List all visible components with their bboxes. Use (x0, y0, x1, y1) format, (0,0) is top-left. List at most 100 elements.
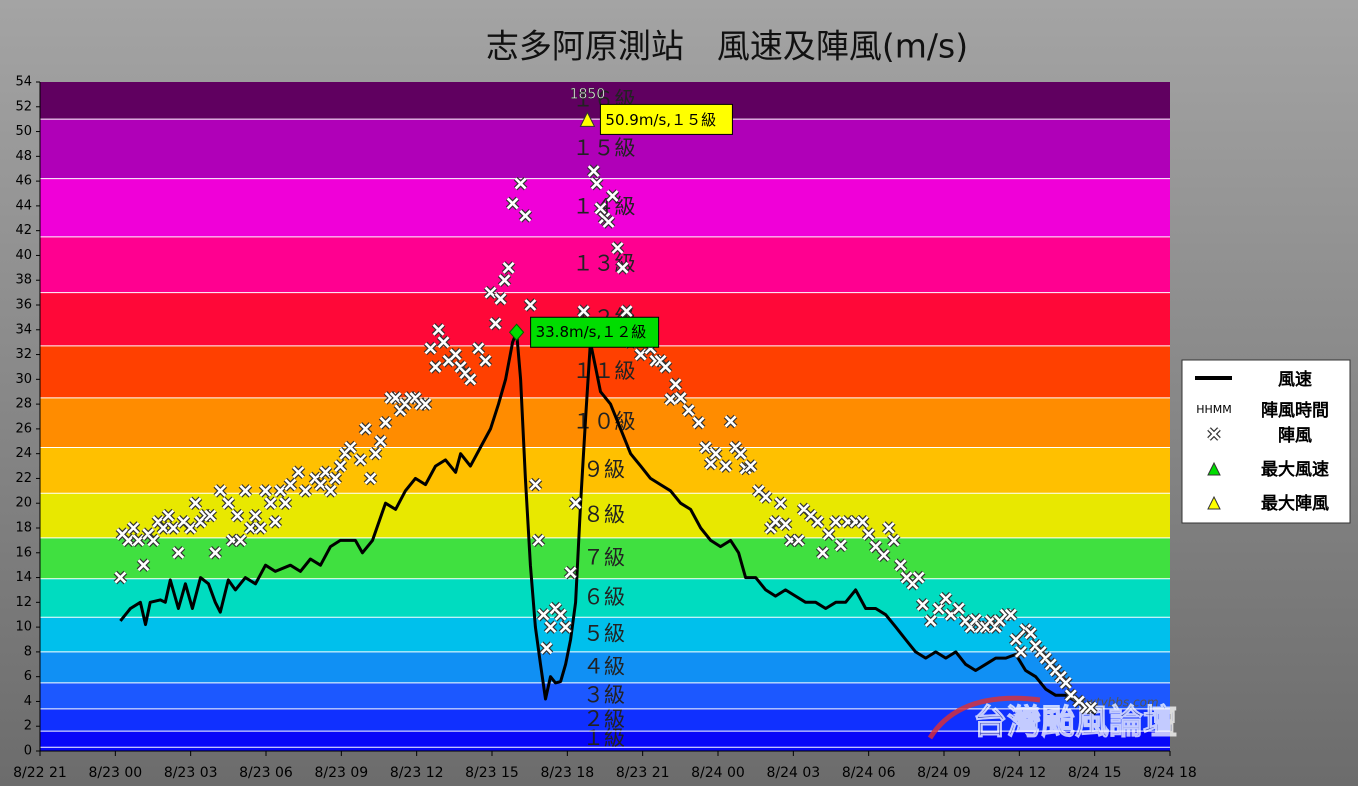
gust-marker (523, 298, 538, 312)
gust-cross (779, 518, 792, 531)
gust-cross (862, 528, 875, 541)
gust-cross (189, 497, 202, 510)
y-tick-label: 16 (15, 545, 32, 560)
gust-marker (589, 176, 604, 191)
gust-marker (478, 353, 493, 368)
gust-cross (494, 292, 507, 305)
y-tick-label: 4 (24, 694, 32, 709)
gust-cross (364, 472, 377, 485)
gust-marker (493, 292, 508, 306)
gust-marker (1004, 607, 1018, 622)
gust-cross (590, 177, 603, 190)
gust-marker (373, 434, 388, 449)
gust-cross (1024, 627, 1037, 640)
beaufort-band (40, 397, 1170, 448)
y-tick-label: 50 (15, 124, 32, 139)
gust-marker (829, 515, 843, 529)
gust-cross (379, 416, 392, 429)
gust-cross (559, 621, 572, 634)
beaufort-band (40, 682, 1170, 709)
gust-marker (887, 533, 901, 548)
x-tick-label: 8/24 06 (842, 765, 896, 781)
gust-marker (146, 533, 161, 548)
gust-cross (524, 299, 537, 311)
y-tick-label: 14 (15, 570, 32, 585)
gust-cross (184, 522, 197, 534)
gust-cross (577, 305, 590, 318)
gust-marker (448, 347, 463, 362)
gust-marker (161, 508, 176, 523)
y-tick-label: 28 (15, 397, 32, 412)
gust-cross (611, 242, 624, 254)
gust-marker (778, 517, 793, 532)
gust-marker (183, 521, 198, 535)
gust-marker (233, 533, 248, 548)
watermark-text: 台灣颱風論壇 (973, 703, 1177, 743)
y-tick-label: 42 (15, 223, 32, 238)
gust-cross (719, 460, 732, 472)
gust-cross (834, 539, 847, 552)
gust-marker (610, 241, 625, 255)
gust-cross (354, 453, 367, 466)
gust-marker (563, 565, 578, 580)
max-gust-box (599, 103, 733, 135)
max-gust-label: 50.9m/s,１５級 (605, 111, 716, 129)
gust-marker (698, 440, 713, 455)
x-tick-label: 8/24 12 (992, 765, 1046, 781)
gust-cross (882, 522, 895, 534)
gust-marker (431, 323, 446, 337)
legend-gust-swatch (1208, 428, 1220, 440)
gust-cross (877, 549, 890, 562)
max-wind-marker (508, 323, 525, 342)
x-tick-label: 8/24 15 (1068, 765, 1122, 781)
gust-cross (759, 491, 772, 503)
gust-cross (464, 373, 477, 386)
gust-cross (532, 534, 545, 547)
legend-time-symbol: HHMM (1196, 403, 1232, 416)
gust-marker (488, 316, 503, 331)
max-gust-time: 1850 (570, 86, 606, 102)
gust-cross (279, 497, 292, 510)
gust-cross (952, 602, 965, 615)
gust-marker (323, 484, 338, 498)
gust-cross (634, 348, 647, 361)
gust-marker (463, 372, 478, 387)
y-tick-label: 6 (24, 669, 32, 684)
gust-cross (724, 415, 737, 428)
gust-cross (437, 336, 450, 349)
gust-marker (203, 508, 218, 523)
y-tick-label: 8 (24, 644, 32, 659)
beaufort-band (40, 731, 1170, 751)
beaufort-label: ２級 (583, 707, 625, 731)
gust-marker (291, 465, 306, 480)
gust-cross (122, 534, 135, 547)
x-tick-label: 8/23 12 (390, 765, 444, 781)
gust-cross (602, 216, 615, 228)
gust-cross (429, 361, 442, 373)
gust-marker (708, 446, 723, 461)
gust-cross (231, 509, 244, 522)
gust-marker (333, 459, 348, 473)
gust-cross (274, 484, 287, 497)
gust-marker (358, 422, 373, 436)
gust-marker (343, 440, 358, 455)
gust-marker (483, 285, 498, 300)
gust-cross (544, 621, 557, 634)
x-tick-label: 8/24 03 (766, 765, 820, 781)
gust-cross (514, 177, 527, 190)
gust-marker (938, 591, 953, 606)
gust-cross (594, 202, 607, 215)
gust-cross (484, 286, 497, 299)
legend-max-wind-swatch (1207, 461, 1221, 476)
gust-cross (529, 478, 542, 491)
gust-marker (668, 377, 683, 392)
y-tick-label: 46 (15, 174, 32, 189)
gust-cross (249, 509, 262, 522)
gust-cross (127, 522, 140, 534)
gust-cross (498, 274, 511, 287)
gust-cross (1014, 645, 1027, 658)
gust-cross (709, 447, 722, 460)
beaufort-label: １５級 (573, 136, 636, 160)
gust-cross (359, 422, 372, 435)
y-tick-label: 36 (15, 298, 32, 313)
